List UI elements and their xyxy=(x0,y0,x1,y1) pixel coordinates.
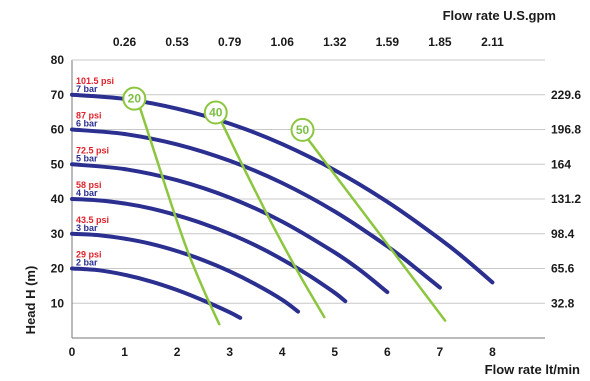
air-label-circle-50 xyxy=(290,117,315,142)
y-tick-label: 40 xyxy=(51,192,65,206)
y-tick-label: 30 xyxy=(51,227,65,241)
tick-labels: 0 1 2 3 4 5 6 7 8 10 20 30 40 50 60 70 80 0.26 0.53 0.79 1.0… xyxy=(51,35,582,359)
air-consumption-curves: 20 40 50 xyxy=(122,86,447,326)
psi-label: 87 psi xyxy=(76,111,102,121)
y-tick-label: 60 xyxy=(51,123,65,137)
right-tick-label: 229.6 xyxy=(551,88,581,102)
top-tick-label: 1.06 xyxy=(271,35,295,49)
bar-label: 3 bar xyxy=(76,223,98,233)
pressure-curve-6bar xyxy=(70,127,442,290)
pressure-curve-2bar xyxy=(70,266,243,320)
air-label-circle-20 xyxy=(122,86,147,111)
psi-label: 101.5 psi xyxy=(76,76,114,86)
y-tick-label: 70 xyxy=(51,88,65,102)
y-axis-title: Head H (m) xyxy=(23,266,38,335)
psi-label: 29 psi xyxy=(76,250,102,260)
air-curve-20 xyxy=(139,107,221,326)
y-tick-label: 50 xyxy=(51,157,65,171)
y-tick-label: 80 xyxy=(51,53,65,67)
x-tick-label: 2 xyxy=(174,345,181,359)
bar-label: 4 bar xyxy=(76,188,98,198)
x-tick-label: 1 xyxy=(121,345,128,359)
air-label-40: 40 xyxy=(209,106,223,120)
x-tick-label: 5 xyxy=(331,345,338,359)
right-tick-label: 98.4 xyxy=(551,227,575,241)
top-tick-label: 0.53 xyxy=(165,35,189,49)
top-tick-label: 1.59 xyxy=(376,35,400,49)
x-tick-label: 6 xyxy=(384,345,391,359)
y-tick-label: 10 xyxy=(51,296,65,310)
psi-label: 72.5 psi xyxy=(76,145,109,155)
right-tick-label: 32.8 xyxy=(551,296,575,310)
air-label-20: 20 xyxy=(128,92,142,106)
bar-label: 6 bar xyxy=(76,119,98,129)
x-tick-label: 4 xyxy=(279,345,286,359)
x-tick-label: 8 xyxy=(489,345,496,359)
pressure-curve-5bar xyxy=(70,162,390,295)
right-tick-label: 131.2 xyxy=(551,192,581,206)
top-axis-title: Flow rate U.S.gpm xyxy=(443,8,556,23)
top-tick-label: 1.32 xyxy=(323,35,347,49)
right-tick-label: 65.6 xyxy=(551,262,575,276)
y-tick-label: 20 xyxy=(51,262,65,276)
psi-label: 58 psi xyxy=(76,180,102,190)
top-tick-label: 0.79 xyxy=(218,35,242,49)
air-curve-50 xyxy=(307,138,447,322)
bar-label: 7 bar xyxy=(76,84,98,94)
right-tick-label: 196.8 xyxy=(551,123,581,137)
x-tick-label: 7 xyxy=(437,345,444,359)
psi-label: 43.5 psi xyxy=(76,215,109,225)
air-label-50: 50 xyxy=(296,123,310,137)
top-tick-label: 2.11 xyxy=(481,35,504,49)
x-tick-label: 0 xyxy=(69,345,76,359)
right-tick-label: 164 xyxy=(551,157,571,171)
x-axis-title: Flow rate lt/min xyxy=(485,362,580,377)
top-tick-label: 0.26 xyxy=(113,35,137,49)
air-label-circle-40 xyxy=(203,100,228,125)
x-tick-label: 3 xyxy=(226,345,233,359)
bar-label: 2 bar xyxy=(76,258,98,268)
pressure-curve-4bar xyxy=(70,197,348,304)
top-tick-label: 1.85 xyxy=(428,35,452,49)
pressure-curves xyxy=(70,92,495,320)
air-curve-40 xyxy=(220,121,326,319)
pressure-curve-7bar xyxy=(70,92,495,285)
bar-label: 5 bar xyxy=(76,153,98,163)
